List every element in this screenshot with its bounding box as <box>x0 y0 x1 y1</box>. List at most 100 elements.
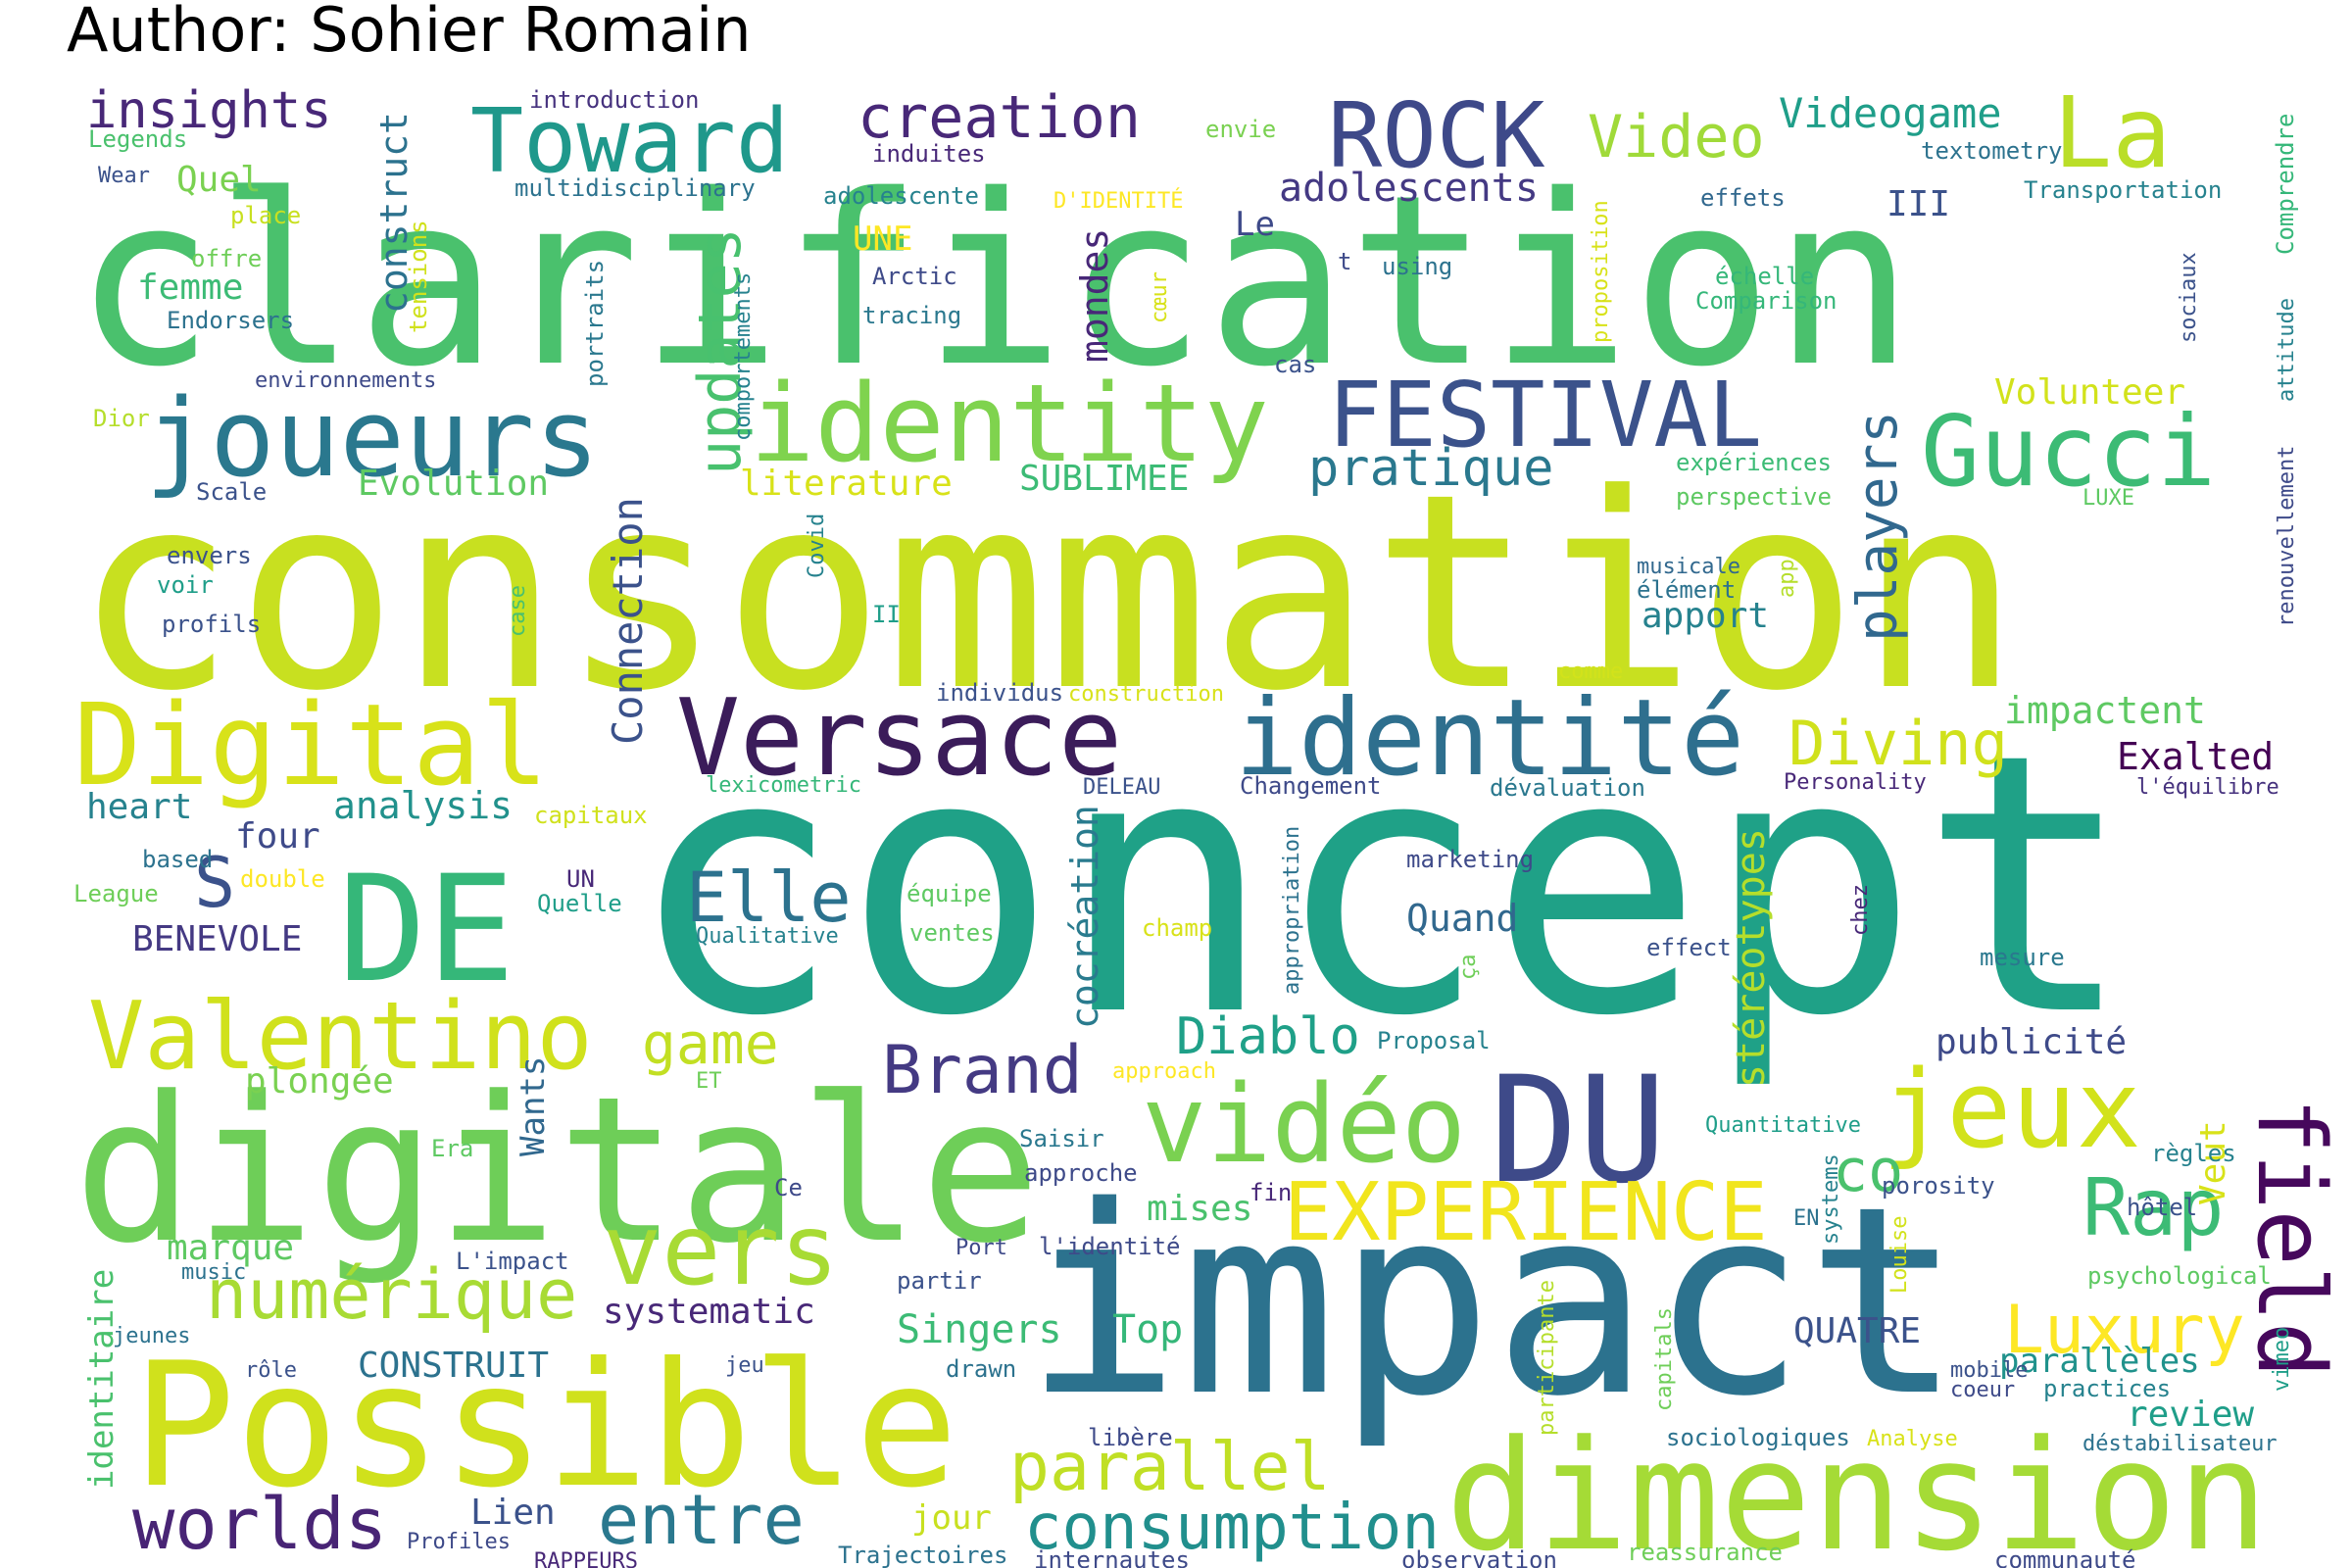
word-25: Rap <box>2082 1162 2225 1253</box>
word-97: Comprendre <box>2272 114 2299 256</box>
word-44: Diablo <box>1176 1007 1360 1066</box>
word-192: Trajectoires <box>838 1542 1007 1568</box>
word-136: Changement <box>1240 772 1382 800</box>
word-124: voir <box>157 571 214 599</box>
word-129: élément <box>1637 576 1736 604</box>
word-120: renouvellement <box>2275 446 2299 627</box>
word-6: dimension <box>1446 1407 2269 1568</box>
word-121: LUXE <box>2082 486 2134 511</box>
word-111: sociaux <box>2177 252 2201 343</box>
word-90: Legends <box>88 125 187 153</box>
word-173: l'identité <box>1039 1233 1181 1260</box>
word-9: Versace <box>676 677 1122 800</box>
author-title: Author: Sohier Romain <box>67 0 752 66</box>
word-33: Elle <box>686 858 852 938</box>
word-177: rôle <box>245 1358 297 1383</box>
word-62: Lien <box>470 1493 556 1533</box>
word-171: L'impact <box>456 1248 569 1275</box>
word-119: perspective <box>1676 483 1832 511</box>
word-152: effect <box>1646 934 1732 961</box>
word-185: vimeo <box>2270 1327 2294 1392</box>
word-19: Toward <box>470 90 789 193</box>
word-115: cas <box>1274 351 1316 378</box>
word-17: jeux <box>1882 1047 2141 1172</box>
word-29: parallel <box>1009 1429 1331 1506</box>
word-77: four <box>235 816 320 857</box>
word-96: Transportation <box>2024 176 2222 204</box>
word-26: numérique <box>206 1254 577 1335</box>
word-27: worlds <box>132 1483 387 1565</box>
word-51: cocréation <box>1063 805 1106 1029</box>
word-161: Quantitative <box>1705 1113 1861 1138</box>
word-60: mondes <box>1073 228 1116 363</box>
word-126: case <box>506 585 530 637</box>
word-132: individus <box>936 679 1063 707</box>
word-31: Luxury <box>2004 1292 2245 1369</box>
word-108: proposition <box>1589 200 1613 343</box>
word-163: Ce <box>774 1174 803 1201</box>
word-101: portraits <box>581 260 609 387</box>
word-28: entre <box>598 1480 805 1560</box>
word-147: ventes <box>909 919 995 947</box>
word-138: Personality <box>1784 770 1927 795</box>
word-88: envie <box>1205 116 1276 143</box>
word-146: équipe <box>906 880 992 907</box>
word-183: coeur <box>1950 1378 2015 1402</box>
word-82: UNE <box>853 220 912 259</box>
word-164: fin <box>1250 1179 1292 1206</box>
word-81: III <box>1886 184 1950 224</box>
word-194: observation <box>1401 1546 1557 1568</box>
word-80: Le <box>1235 205 1275 244</box>
word-107: using <box>1382 253 1452 280</box>
word-66: Top <box>1112 1307 1183 1352</box>
word-148: Qualitative <box>696 924 839 949</box>
word-76: heart <box>86 787 192 827</box>
word-181: capitals <box>1652 1307 1677 1411</box>
word-189: déstabilisateur <box>2082 1432 2278 1456</box>
word-72: mises <box>1147 1189 1252 1229</box>
word-137: dévaluation <box>1490 774 1645 802</box>
word-186: libère <box>1088 1424 1173 1451</box>
word-91: Wear <box>98 164 150 188</box>
word-160: approche <box>1024 1159 1138 1187</box>
word-172: Port <box>956 1236 1007 1260</box>
word-70: parallèles <box>1999 1342 2200 1381</box>
word-125: profils <box>162 611 261 638</box>
word-57: Volunteer <box>1994 372 2185 413</box>
word-87: induites <box>872 140 986 168</box>
word-3: impact <box>1024 1152 1962 1453</box>
word-86: introduction <box>529 86 699 114</box>
word-13: DU <box>1490 1046 1667 1216</box>
word-116: expériences <box>1676 449 1832 476</box>
word-53: analysis <box>333 784 513 827</box>
word-56: Evolution <box>358 464 549 504</box>
word-103: Arctic <box>872 263 957 290</box>
word-190: Profiles <box>407 1530 511 1554</box>
word-73: marque <box>167 1228 294 1268</box>
word-142: double <box>240 865 325 893</box>
word-68: CONSTRUIT <box>358 1346 549 1386</box>
word-41: Videogame <box>1779 89 2002 137</box>
word-40: insights <box>86 81 331 140</box>
word-23: field <box>2236 1098 2344 1378</box>
word-98: place <box>230 202 301 229</box>
word-180: participante <box>1535 1280 1559 1436</box>
word-195: reassurance <box>1627 1539 1783 1566</box>
word-154: chez <box>1848 884 1873 936</box>
word-158: ET <box>696 1069 722 1094</box>
word-100: tensions <box>405 220 432 333</box>
word-196: communauté <box>1994 1546 2136 1568</box>
word-36: updates <box>686 227 755 475</box>
word-133: construction <box>1068 682 1224 707</box>
word-52: Exalted <box>2117 735 2274 778</box>
word-65: Singers <box>897 1307 1062 1352</box>
word-149: champ <box>1142 914 1212 942</box>
word-176: jeunes <box>113 1324 190 1348</box>
word-38: players <box>1846 411 1910 642</box>
word-67: identitaire <box>82 1269 122 1490</box>
word-166: EN <box>1793 1206 1820 1231</box>
word-7: DE <box>338 845 515 1015</box>
word-69: QUATRE <box>1793 1311 1921 1351</box>
word-47: impactent <box>2004 689 2206 732</box>
